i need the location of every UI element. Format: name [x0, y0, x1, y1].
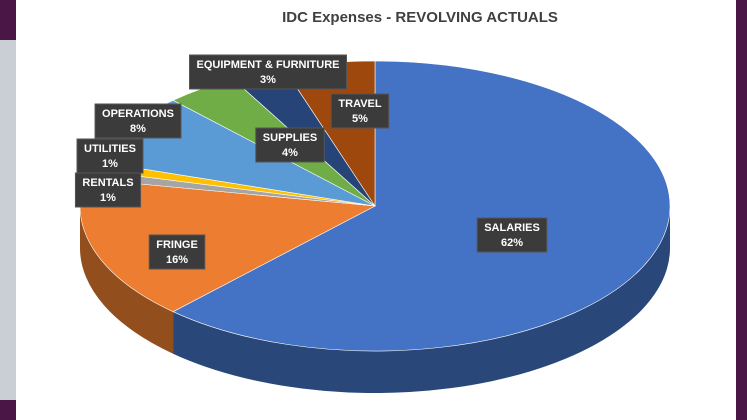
label-name: SALARIES — [484, 222, 540, 234]
label-box — [148, 234, 206, 270]
data-label: EQUIPMENT & FURNITURE 3% — [189, 54, 347, 90]
label-box — [255, 127, 325, 163]
label-name: FRINGE — [156, 239, 198, 251]
label-box — [94, 103, 182, 139]
label-name: RENTALS — [82, 177, 133, 189]
labels: SALARIES 62% FRINGE 16% RENTALS 1% UTILITIES 1%… — [74, 54, 548, 270]
label-value: 1% — [100, 192, 116, 204]
data-label: OPERATIONS 8% — [94, 103, 182, 139]
data-label: UTILITIES 1% — [76, 138, 144, 174]
label-name: EQUIPMENT & FURNITURE — [197, 59, 340, 71]
slice-side — [173, 206, 671, 393]
label-box — [476, 217, 548, 253]
label-value: 1% — [102, 158, 118, 170]
pie — [79, 60, 671, 393]
slice — [172, 60, 671, 352]
slice-side — [80, 206, 174, 354]
label-box — [76, 138, 144, 174]
label-value: 62% — [501, 237, 523, 249]
data-label: RENTALS 1% — [74, 172, 142, 208]
label-box — [330, 93, 390, 129]
label-name: OPERATIONS — [102, 108, 174, 120]
label-box — [189, 54, 347, 90]
chart-title: IDC Expenses - REVOLVING ACTUALS — [282, 9, 558, 26]
label-value: 4% — [282, 147, 298, 159]
label-name: TRAVEL — [338, 98, 381, 110]
data-label: FRINGE 16% — [148, 234, 206, 270]
data-label: SALARIES 62% — [476, 217, 548, 253]
label-value: 8% — [130, 123, 146, 135]
label-box — [74, 172, 142, 208]
label-value: 5% — [352, 113, 368, 125]
data-label: SUPPLIES 4% — [255, 127, 325, 163]
label-value: 3% — [260, 74, 276, 86]
photo-strip — [0, 40, 16, 400]
label-name: UTILITIES — [84, 143, 136, 155]
label-name: SUPPLIES — [263, 132, 317, 144]
label-value: 16% — [166, 254, 188, 266]
data-label: TRAVEL 5% — [330, 93, 390, 129]
